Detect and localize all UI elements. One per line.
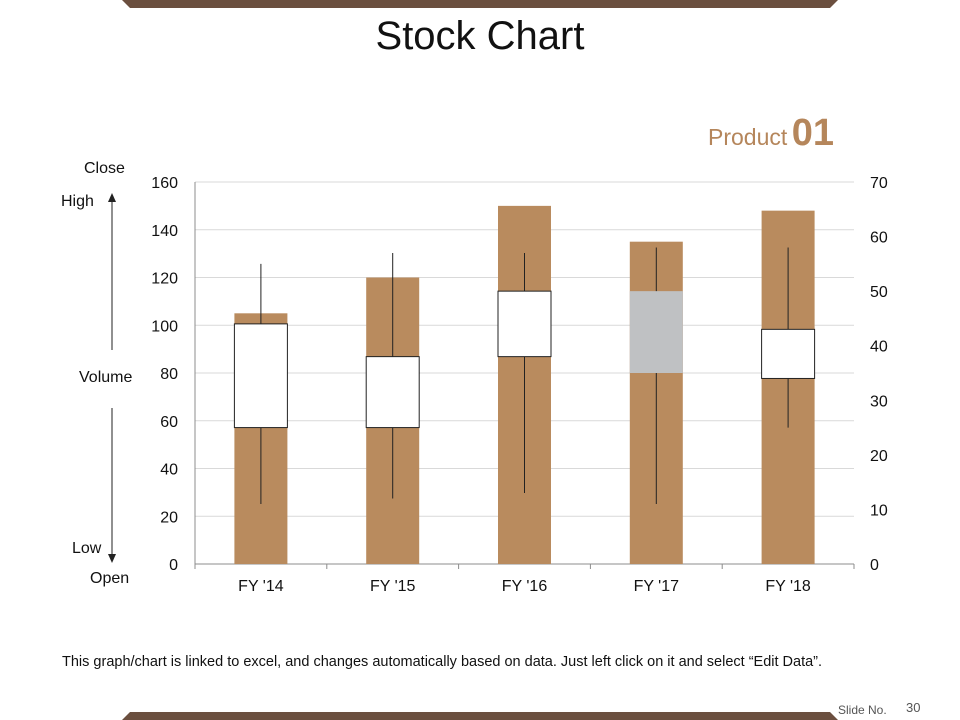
right-tick-label: 0 bbox=[870, 557, 879, 574]
left-tick-label: 120 bbox=[151, 271, 178, 288]
open-label: Open bbox=[90, 570, 130, 587]
close-label: Close bbox=[84, 160, 125, 177]
left-tick-label: 160 bbox=[151, 175, 178, 192]
up-candle-box bbox=[233, 323, 288, 429]
page-title: Stock Chart bbox=[375, 14, 585, 58]
category-label: FY '14 bbox=[238, 578, 284, 595]
down-candle-box bbox=[629, 291, 683, 373]
right-tick-label: 20 bbox=[870, 448, 888, 465]
bottom-decor-bar bbox=[122, 712, 838, 720]
product-number: 01 bbox=[791, 112, 834, 154]
category-label: FY '15 bbox=[370, 578, 416, 595]
category-labels: FY '14 FY '15 FY '16 FY '17 FY '18 bbox=[238, 578, 811, 595]
left-tick-label: 20 bbox=[160, 509, 178, 526]
high-label: High bbox=[61, 193, 94, 210]
right-tick-label: 70 bbox=[870, 175, 888, 192]
right-tick-label: 10 bbox=[870, 502, 888, 519]
product-label: Product bbox=[708, 124, 788, 150]
low-label: Low bbox=[72, 540, 102, 557]
high-low-wicks bbox=[260, 247, 789, 504]
volume-label: Volume bbox=[79, 369, 133, 386]
left-axis-ticks: 0 20 40 60 80 100 120 140 160 bbox=[151, 175, 178, 574]
up-arrow-icon bbox=[108, 193, 116, 202]
left-tick-label: 80 bbox=[160, 366, 178, 383]
slide-number: 30 bbox=[906, 700, 921, 715]
right-tick-label: 50 bbox=[870, 284, 888, 301]
product-heading: Product 01 bbox=[708, 112, 834, 155]
up-candle-box bbox=[497, 290, 552, 358]
category-label: FY '16 bbox=[502, 578, 548, 595]
left-tick-label: 0 bbox=[169, 557, 178, 574]
right-axis-ticks: 0 10 20 30 40 50 60 70 bbox=[870, 175, 888, 574]
footer-note: This graph/chart is linked to excel, and… bbox=[62, 654, 823, 670]
left-tick-label: 100 bbox=[151, 318, 178, 335]
category-label: FY '18 bbox=[765, 578, 811, 595]
left-tick-label: 140 bbox=[151, 223, 178, 240]
category-label: FY '17 bbox=[634, 578, 680, 595]
down-arrow-icon bbox=[108, 554, 116, 563]
side-arrows bbox=[108, 193, 116, 563]
right-tick-label: 30 bbox=[870, 393, 888, 410]
up-candle-box bbox=[761, 328, 816, 379]
top-decor-bar bbox=[122, 0, 838, 8]
up-candle-box bbox=[365, 356, 420, 429]
slide-number-label: Slide No. bbox=[838, 703, 887, 717]
left-tick-label: 60 bbox=[160, 414, 178, 431]
right-tick-label: 60 bbox=[870, 230, 888, 247]
right-tick-label: 40 bbox=[870, 339, 888, 356]
open-close-boxes bbox=[233, 290, 816, 429]
left-tick-label: 40 bbox=[160, 462, 178, 479]
